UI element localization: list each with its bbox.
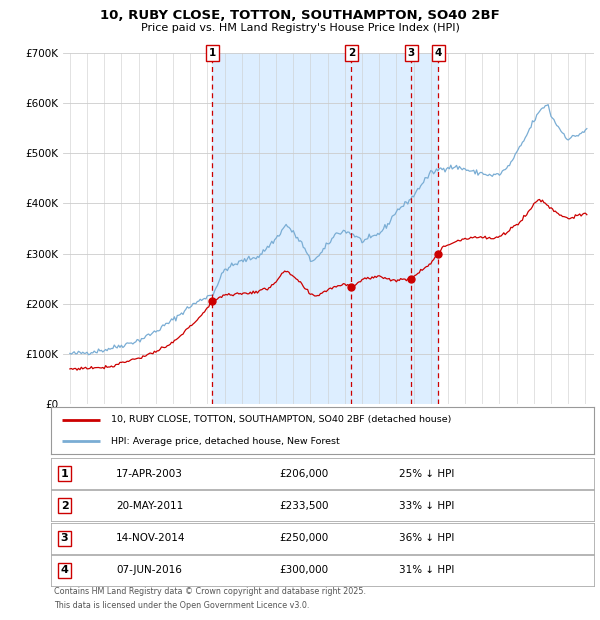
Text: 10, RUBY CLOSE, TOTTON, SOUTHAMPTON, SO40 2BF (detached house): 10, RUBY CLOSE, TOTTON, SOUTHAMPTON, SO4… — [111, 415, 451, 425]
Text: 3: 3 — [408, 48, 415, 58]
Text: Contains HM Land Registry data © Crown copyright and database right 2025.: Contains HM Land Registry data © Crown c… — [54, 587, 366, 596]
Text: £206,000: £206,000 — [279, 469, 328, 479]
Text: 2: 2 — [348, 48, 355, 58]
Text: Price paid vs. HM Land Registry's House Price Index (HPI): Price paid vs. HM Land Registry's House … — [140, 23, 460, 33]
Text: £250,000: £250,000 — [279, 533, 328, 543]
Text: 33% ↓ HPI: 33% ↓ HPI — [398, 501, 454, 511]
Text: This data is licensed under the Open Government Licence v3.0.: This data is licensed under the Open Gov… — [54, 601, 310, 610]
Text: 1: 1 — [61, 469, 68, 479]
Bar — [212, 53, 439, 404]
Text: 07-JUN-2016: 07-JUN-2016 — [116, 565, 182, 575]
Text: 31% ↓ HPI: 31% ↓ HPI — [398, 565, 454, 575]
Text: 3: 3 — [61, 533, 68, 543]
Text: 4: 4 — [434, 48, 442, 58]
Text: 14-NOV-2014: 14-NOV-2014 — [116, 533, 185, 543]
Text: 25% ↓ HPI: 25% ↓ HPI — [398, 469, 454, 479]
Text: £233,500: £233,500 — [279, 501, 329, 511]
Text: 4: 4 — [61, 565, 68, 575]
Text: £300,000: £300,000 — [279, 565, 328, 575]
Text: 17-APR-2003: 17-APR-2003 — [116, 469, 183, 479]
Text: 2: 2 — [61, 501, 68, 511]
Text: 36% ↓ HPI: 36% ↓ HPI — [398, 533, 454, 543]
Text: 1: 1 — [209, 48, 216, 58]
Text: 10, RUBY CLOSE, TOTTON, SOUTHAMPTON, SO40 2BF: 10, RUBY CLOSE, TOTTON, SOUTHAMPTON, SO4… — [100, 9, 500, 22]
Text: HPI: Average price, detached house, New Forest: HPI: Average price, detached house, New … — [111, 436, 340, 446]
Text: 20-MAY-2011: 20-MAY-2011 — [116, 501, 184, 511]
